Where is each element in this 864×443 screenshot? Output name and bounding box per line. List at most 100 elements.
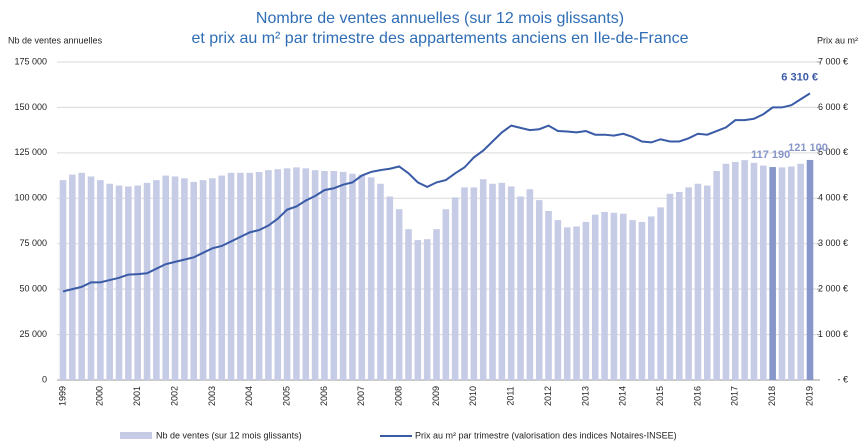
bar xyxy=(797,163,804,380)
bar xyxy=(535,200,543,380)
bar xyxy=(788,166,795,380)
x-tick-label: 2005 xyxy=(281,386,291,406)
price-line xyxy=(62,92,811,293)
y-tick-label: 150 000 xyxy=(14,102,47,112)
x-tick-label: 2013 xyxy=(580,386,590,406)
bar-value-label: 117 190 xyxy=(751,149,790,161)
x-tick-label: 2003 xyxy=(207,386,217,406)
bar xyxy=(405,229,412,380)
bar xyxy=(507,186,515,380)
bar xyxy=(582,221,590,380)
bar xyxy=(722,163,730,380)
bar xyxy=(778,167,786,380)
bar xyxy=(349,173,356,380)
bar xyxy=(703,185,711,380)
bar xyxy=(218,175,226,380)
y2-tick-label: 7 000 € xyxy=(818,56,848,66)
bar xyxy=(227,172,235,380)
bar xyxy=(657,207,664,380)
bar xyxy=(78,172,85,380)
bar xyxy=(741,160,748,380)
x-tick-label: 2002 xyxy=(169,386,179,406)
x-tick-label: 2007 xyxy=(356,386,366,406)
bar xyxy=(638,221,646,380)
bar xyxy=(498,182,506,380)
y2-tick-label: 6 000 € xyxy=(818,102,848,112)
bar xyxy=(479,179,487,380)
y-tick-label: 100 000 xyxy=(14,193,47,203)
y2-tick-label: 3 000 € xyxy=(818,238,848,248)
bar xyxy=(563,227,571,380)
bar xyxy=(489,183,496,380)
bar xyxy=(162,175,170,380)
bar xyxy=(591,214,599,380)
bar xyxy=(87,176,95,380)
bar xyxy=(367,177,375,380)
bar xyxy=(97,180,104,380)
bar xyxy=(619,213,627,380)
bar xyxy=(237,172,244,380)
x-tick-label: 2010 xyxy=(468,386,478,406)
bar xyxy=(395,209,403,380)
x-tick-label: 2009 xyxy=(431,386,441,406)
bar xyxy=(601,211,608,380)
x-tick-label: 2004 xyxy=(244,386,254,406)
bar xyxy=(573,226,580,380)
bar xyxy=(526,189,534,380)
bar xyxy=(321,171,328,380)
bar xyxy=(461,187,468,380)
bar xyxy=(358,174,366,380)
legend-label: Nb de ventes (sur 12 mois glissants) xyxy=(156,430,302,440)
legend-label: Prix au m² par trimestre (valorisation d… xyxy=(415,430,677,440)
bar xyxy=(647,216,655,380)
bar xyxy=(125,186,132,380)
bar xyxy=(115,185,123,380)
bar xyxy=(554,220,562,380)
bar xyxy=(199,180,207,380)
y-tick-label: 75 000 xyxy=(19,238,47,248)
bar xyxy=(330,171,338,380)
bar xyxy=(433,229,440,380)
bar xyxy=(59,180,67,380)
bar xyxy=(414,240,422,380)
bar xyxy=(265,170,272,380)
x-tick-label: 2001 xyxy=(132,386,142,406)
y2-tick-label: 1 000 € xyxy=(818,329,848,339)
bar xyxy=(283,168,291,380)
y-axis-label: Nb de ventes annuelles xyxy=(8,35,103,45)
bar xyxy=(386,196,394,380)
x-tick-label: 2006 xyxy=(319,386,329,406)
bar xyxy=(153,180,160,380)
bar xyxy=(610,212,618,380)
bar xyxy=(274,169,282,380)
bar xyxy=(517,196,524,380)
y2-tick-label: - € xyxy=(837,374,848,384)
y2-tick-label: 5 000 € xyxy=(818,147,848,157)
x-tick-label: 2017 xyxy=(730,386,740,406)
bar-value-label: 121 100 xyxy=(788,142,828,154)
y-tick-label: 125 000 xyxy=(14,147,47,157)
y2-tick-label: 2 000 € xyxy=(818,284,848,294)
bar xyxy=(69,174,76,380)
x-tick-label: 2000 xyxy=(95,386,105,406)
bar xyxy=(246,172,254,380)
bar xyxy=(694,183,702,380)
y2-axis-label: Prix au m² xyxy=(817,35,858,45)
bar xyxy=(713,171,720,380)
bar xyxy=(302,168,310,380)
bar xyxy=(750,162,758,380)
bar xyxy=(545,211,552,380)
y2-tick-label: 4 000 € xyxy=(818,193,848,203)
x-tick-label: 2018 xyxy=(767,386,777,406)
bar xyxy=(685,187,692,380)
bar xyxy=(209,178,216,380)
chart-title: Nombre de ventes annuelles (sur 12 mois … xyxy=(256,10,624,27)
x-tick-label: 2015 xyxy=(655,386,665,406)
bar xyxy=(181,178,188,380)
bar xyxy=(629,220,636,380)
x-tick-label: 2008 xyxy=(394,386,404,406)
bar xyxy=(760,165,767,380)
bar xyxy=(769,167,776,380)
bar xyxy=(255,171,263,380)
